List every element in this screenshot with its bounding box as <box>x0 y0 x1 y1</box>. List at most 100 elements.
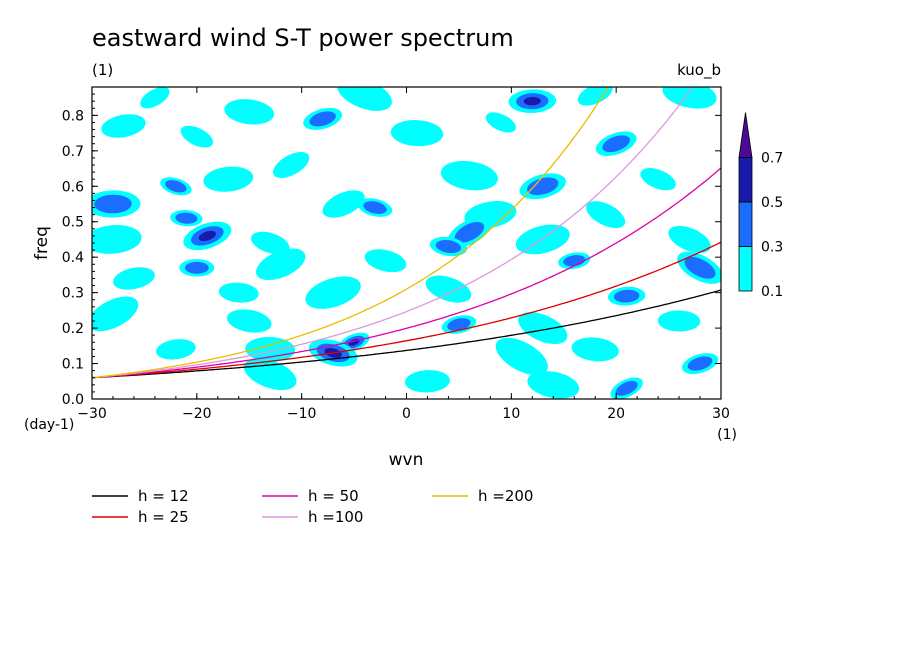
y-tick-label: 0.7 <box>62 144 84 160</box>
colorbar-extend-arrow <box>738 112 753 158</box>
shade-blob <box>662 87 717 109</box>
shaded-regions <box>92 87 721 399</box>
chart-title: eastward wind S-T power spectrum <box>92 24 514 52</box>
y-tick-label: 0.0 <box>62 392 84 408</box>
dispersion-curves <box>92 87 721 379</box>
y-tick-label: 0.1 <box>62 357 84 373</box>
colorbar-label: 0.7 <box>761 151 783 167</box>
legend-item: h =100 <box>262 508 363 526</box>
shade-blob <box>156 339 196 360</box>
y-tick-label: 0.6 <box>62 179 84 195</box>
x-unit-label: (1) <box>717 427 737 443</box>
experiment-label: kuo_b <box>677 61 721 80</box>
shade-blob <box>305 276 361 309</box>
shade-blob <box>425 275 472 303</box>
shade-blob <box>508 89 557 113</box>
shade-blob <box>519 173 566 200</box>
shade-blob <box>610 377 643 399</box>
y-tick-label: 0.5 <box>62 215 84 231</box>
x-tick-label: 30 <box>712 406 730 422</box>
shade-blob <box>657 310 701 332</box>
shade-blob <box>113 267 155 290</box>
series-line <box>92 87 694 379</box>
legend-label: h = 12 <box>138 487 189 505</box>
shade-blob <box>92 190 141 218</box>
shade-blob <box>338 332 370 352</box>
shade-blob <box>577 87 613 106</box>
x-tick-label: −20 <box>182 406 212 422</box>
x-axis-label: wvn <box>389 450 424 470</box>
legend-label: h = 25 <box>138 508 189 526</box>
shade-blob <box>250 231 290 255</box>
shade-blob <box>495 337 548 376</box>
x-tick-label: −10 <box>287 406 317 422</box>
x-tick-label: 10 <box>502 406 520 422</box>
shade-blob <box>256 248 306 281</box>
shade-blob <box>322 190 365 218</box>
shade-blob <box>101 114 146 138</box>
shade-blob <box>364 249 407 273</box>
shade-blob <box>170 210 203 227</box>
shade-blob <box>224 99 275 125</box>
shade-blob <box>440 160 498 191</box>
shade-blob <box>303 107 343 130</box>
y-tick-label: 0.4 <box>62 250 84 266</box>
colorbar-segment <box>738 201 753 247</box>
colorbar: 0.1 0.3 0.5 0.7 <box>738 112 783 300</box>
shade-blob <box>677 251 721 284</box>
shade-blob <box>681 353 719 374</box>
shade-blob <box>527 371 580 399</box>
legend-item: h =200 <box>432 487 533 505</box>
shade-blob <box>357 198 393 217</box>
legend-label: h = 50 <box>308 487 359 505</box>
shade-blob <box>390 120 444 147</box>
shade-blob <box>518 312 568 345</box>
y-tick-label: 0.8 <box>62 108 84 124</box>
axis-ticks: −30 −20 −10 0 10 20 30 0.0 0.1 0.2 0.3 0.4 0.5 0.6 0.7… <box>62 87 730 422</box>
colorbar-label: 0.3 <box>761 240 783 256</box>
y-tick-label: 0.3 <box>62 286 84 302</box>
shade-blob <box>441 315 477 334</box>
shade-blob <box>203 166 254 192</box>
shade-blob <box>92 296 139 332</box>
legend-item: h = 12 <box>92 487 189 505</box>
colorbar-label: 0.5 <box>761 195 783 211</box>
x-tick-label: 0 <box>402 406 411 422</box>
shade-blob <box>640 168 676 191</box>
shade-blob <box>571 337 619 362</box>
shade-blob <box>586 201 626 229</box>
legend-label: h =200 <box>478 487 533 505</box>
shade-blob <box>140 87 170 109</box>
shade-blob <box>183 221 232 251</box>
series-line <box>92 289 721 379</box>
y-axis-label: freq <box>32 226 52 260</box>
colorbar-segment <box>738 157 753 203</box>
shade-blob <box>668 225 711 253</box>
x-tick-label: −30 <box>77 406 107 422</box>
colorbar-segment <box>738 246 753 292</box>
legend-label: h =100 <box>308 508 363 526</box>
chart-subtitle: (1) <box>92 61 113 79</box>
shade-blob <box>337 87 392 111</box>
legend-item: h = 25 <box>92 508 189 526</box>
shade-blob <box>515 224 570 255</box>
shade-blob <box>160 177 192 196</box>
shade-blob <box>485 112 516 133</box>
shade-blob <box>218 282 259 303</box>
shade-blob <box>607 286 646 306</box>
colorbar-label: 0.1 <box>761 284 783 300</box>
y-unit-label: (day-1) <box>24 417 74 433</box>
shade-blob <box>92 225 142 254</box>
shade-blob <box>180 125 214 148</box>
shade-blob <box>595 131 637 157</box>
shade-blob <box>404 370 450 393</box>
legend-item: h = 50 <box>262 487 359 505</box>
shade-blob <box>429 236 468 257</box>
legend: h = 12 h = 25 h = 50 h =100 h =200 <box>92 487 533 526</box>
y-tick-label: 0.2 <box>62 321 84 337</box>
series-line <box>92 241 721 379</box>
shade-blob <box>179 259 215 277</box>
shade-blob <box>245 336 296 362</box>
x-tick-label: 20 <box>607 406 625 422</box>
